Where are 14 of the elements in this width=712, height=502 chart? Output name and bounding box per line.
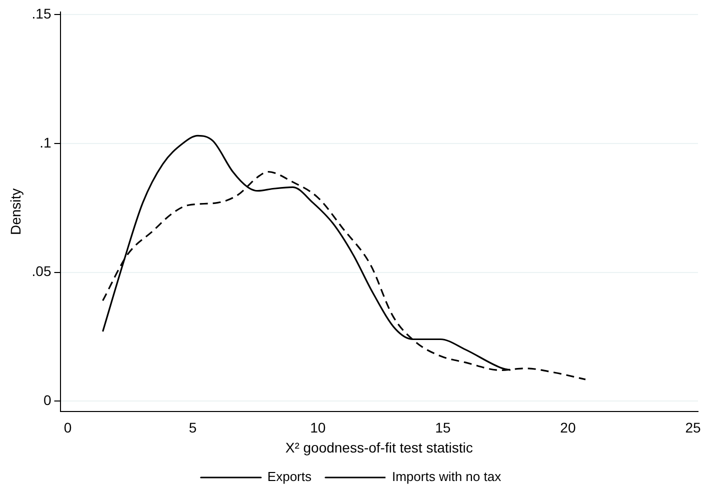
legend-label: Exports: [267, 469, 312, 484]
x-tick-label: 25: [685, 420, 701, 436]
y-tick-label: .05: [32, 263, 52, 280]
legend-label: Imports with no tax: [392, 469, 502, 484]
y-axis-title: Density: [7, 188, 24, 236]
y-tick-label: 0: [43, 392, 52, 408]
x-tick-label: 5: [188, 420, 197, 436]
x-axis-title: X² goodness-of-fit test statistic: [285, 439, 473, 456]
x-tick-label: 15: [435, 420, 451, 436]
x-tick-label: 10: [310, 420, 326, 436]
y-tick-label: .1: [40, 134, 52, 150]
x-tick-label: 0: [64, 420, 72, 436]
x-tick-label: 20: [560, 420, 576, 436]
y-tick-label: .15: [32, 5, 52, 22]
